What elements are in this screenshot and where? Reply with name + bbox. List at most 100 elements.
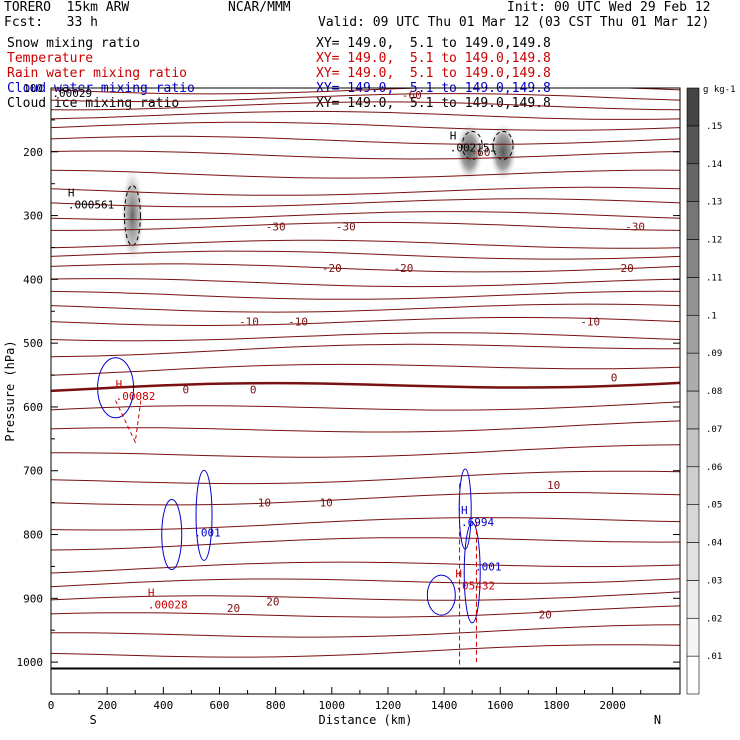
colorbar-swatch	[686, 390, 700, 430]
x-tick-label: 1800	[543, 699, 570, 712]
colorbar-label: .06	[706, 463, 722, 473]
temperature-label: 0	[250, 384, 257, 397]
init-time: Init: 00 UTC Wed 29 Feb 12	[507, 0, 711, 15]
cloud-water-contour	[97, 357, 135, 419]
field-xy-snow: XY= 149.0, 5.1 to 149.0,149.8	[316, 36, 551, 51]
isotherm-line	[51, 605, 680, 618]
isotherm-line	[51, 88, 680, 95]
maximum-value: .000561	[68, 199, 114, 212]
isotherm-line	[51, 290, 680, 300]
isotherm-line	[51, 198, 680, 208]
colorbar-label: .04	[706, 539, 722, 549]
temperature-label: -10	[580, 315, 600, 328]
ice-shade-right	[489, 121, 518, 182]
colorbar-label: .02	[706, 614, 722, 624]
colorbar-swatch	[686, 580, 700, 619]
cloud-water-contour	[463, 522, 481, 624]
isotherm-line	[51, 332, 680, 342]
colorbar-label: .15	[706, 122, 722, 132]
colorbar-unit: g kg-1	[703, 85, 736, 95]
colorbar-swatch	[686, 542, 700, 581]
isotherm-line	[51, 110, 680, 120]
rain-contour-left	[115, 400, 142, 444]
maximum-value: .001	[475, 560, 502, 573]
isotherm-line	[51, 381, 680, 393]
y-tick-label: 600	[23, 401, 43, 414]
colorbar-label: .11	[706, 273, 722, 283]
x-axis-title: Distance (km)	[319, 713, 413, 727]
field-name-snow: Snow mixing ratio	[7, 36, 141, 51]
y-tick-label: 900	[23, 592, 43, 605]
isotherm-line	[51, 263, 680, 273]
temperature-label: 0	[182, 384, 189, 397]
colorbar-swatch	[686, 201, 700, 240]
y-tick-label: 500	[23, 337, 43, 350]
temperature-label: 10	[258, 497, 271, 510]
isotherm-line	[51, 150, 680, 160]
temperature-label: 10	[320, 497, 333, 510]
maximum-value: .00082	[116, 390, 156, 403]
cloud-water-contour	[195, 469, 213, 561]
colorbar-label: .07	[706, 425, 722, 435]
x-tick-label: 2000	[599, 699, 626, 712]
colorbar-swatch	[686, 617, 700, 657]
isotherm-line	[51, 624, 680, 638]
temperature-label: 0	[611, 372, 618, 385]
isotherm-line	[51, 250, 680, 260]
x-tick-label: 600	[210, 699, 230, 712]
colorbar-swatch	[686, 655, 700, 695]
x-tick-label: 400	[153, 699, 173, 712]
x-tick-label: 200	[97, 699, 117, 712]
ice-shade-left	[455, 121, 484, 182]
colorbar: .01 .02 .03 .04 .05 .06 .07 .08 .09 .1 .11 .12 .13 .1…	[686, 85, 736, 695]
maximum-value: .00028	[148, 599, 188, 612]
cloud-water-contour	[161, 499, 183, 571]
colorbar-swatch	[686, 314, 700, 354]
field-name-rain: Rain water mixing ratio	[7, 66, 188, 81]
isotherm-line	[51, 221, 680, 231]
ice-contour-left	[461, 130, 483, 160]
colorbar-label: .08	[706, 387, 722, 397]
temperature-label: -30	[266, 220, 286, 233]
cloud-water-contour	[426, 574, 456, 616]
north-end-label: N	[654, 713, 661, 727]
isotherm-line	[51, 470, 680, 485]
isotherm-line	[51, 303, 680, 313]
plot-frame	[50, 87, 681, 695]
maximum-marker: H	[461, 504, 468, 517]
valid-time: Valid: 09 UTC Thu 01 Mar 12 (03 CST Thu …	[318, 15, 710, 30]
colorbar-swatch	[686, 504, 700, 543]
maximum-value: .00029	[52, 87, 92, 100]
temperature-label: -30	[625, 220, 645, 233]
y-tick-label: 800	[23, 529, 43, 542]
maximum-marker: H	[148, 587, 155, 600]
isotherm-line	[51, 444, 680, 458]
x-tick-label: 0	[48, 699, 55, 712]
isotherm-line	[51, 317, 680, 327]
y-tick-label: 400	[23, 273, 43, 286]
temperature-label: -20	[393, 262, 413, 275]
maximum-marker: H	[455, 568, 462, 581]
field-name-cloud-ice: Cloud ice mixing ratio	[7, 96, 180, 111]
temperature-label: -60	[402, 89, 422, 102]
temperature-label: -60	[471, 146, 491, 159]
x-tick-label: 1000	[319, 699, 346, 712]
isotherm-line	[51, 101, 680, 111]
y-axis-title: Pressure (hPa)	[3, 340, 17, 441]
temperature-label: 10	[547, 479, 560, 492]
forecast-hour: Fcst: 33 h	[4, 15, 98, 30]
field-xy-rain: XY= 149.0, 5.1 to 149.0,149.8	[316, 66, 551, 81]
x-tick-label: 1200	[375, 699, 402, 712]
colorbar-label: .12	[706, 236, 722, 246]
maximum-value: .05432	[455, 580, 495, 593]
plot-area: -30 -30 -30 -20 -20 -20 -10 -10 -10 0 0 0 10 10 10 20 20…	[51, 87, 680, 670]
maximum-value: .6994	[461, 516, 494, 529]
isotherm-line	[51, 278, 680, 288]
colorbar-label: .05	[706, 501, 722, 511]
source-title: NCAR/MMM	[228, 0, 291, 15]
temperature-label: -20	[322, 262, 342, 275]
field-name-temperature: Temperature	[7, 51, 94, 66]
colorbar-swatch	[686, 466, 700, 505]
